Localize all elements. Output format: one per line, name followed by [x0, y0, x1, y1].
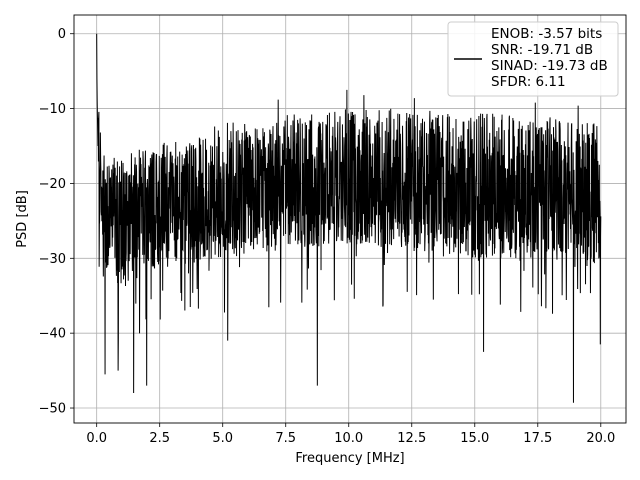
y-tick-label: −50 [39, 402, 66, 417]
y-tick-label: −10 [39, 102, 66, 117]
y-axis-ticks: 0 −10 −20 −30 −40 −50 [39, 27, 74, 417]
legend-entry-enob: ENOB: -3.57 bits [491, 26, 602, 42]
y-tick-label: −20 [39, 177, 66, 192]
legend-entry-sinad: SINAD: -19.73 dB [491, 58, 608, 74]
legend: ENOB: -3.57 bits SNR: -19.71 dB SINAD: -… [447, 21, 619, 97]
y-axis-label: PSD [dB] [15, 190, 30, 248]
psd-series-line [96, 33, 602, 403]
y-tick-label: 0 [58, 27, 66, 42]
x-tick-label: 15.0 [460, 431, 489, 446]
x-axis-ticks: 0.0 2.5 5.0 7.5 10.0 12.5 15.0 17.5 20.0 [86, 423, 615, 446]
legend-entry-snr: SNR: -19.71 dB [491, 42, 593, 58]
plot-frame [73, 14, 627, 424]
x-tick-label: 20.0 [586, 431, 615, 446]
x-tick-label: 0.0 [86, 431, 107, 446]
legend-entry-sfdr: SFDR: 6.11 [491, 74, 566, 90]
y-tick-label: −30 [39, 252, 66, 267]
x-tick-label: 7.5 [275, 431, 296, 446]
legend-box [447, 21, 619, 97]
x-tick-label: 12.5 [397, 431, 426, 446]
x-tick-label: 10.0 [334, 431, 363, 446]
x-axis-label: Frequency [MHz] [295, 451, 404, 466]
y-tick-label: −40 [39, 327, 66, 342]
x-tick-label: 5.0 [212, 431, 233, 446]
x-tick-label: 2.5 [149, 431, 170, 446]
series-layer [96, 33, 602, 403]
x-tick-label: 17.5 [523, 431, 552, 446]
